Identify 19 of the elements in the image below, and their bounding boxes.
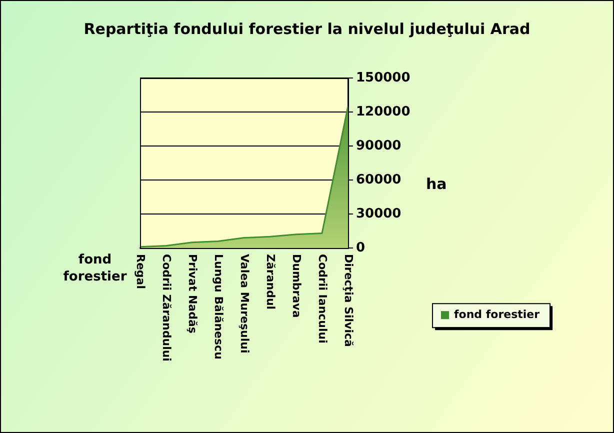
y-tick-label: 60000 <box>356 172 402 188</box>
y-tick-label: 90000 <box>356 138 402 154</box>
y-tick-label: 30000 <box>356 206 402 222</box>
text: fond forestier <box>63 252 127 284</box>
x-tick-label: Regal <box>134 254 148 289</box>
x-tick-label: Codrii Zărandului <box>160 254 174 362</box>
y-tick-label: 0 <box>356 240 366 256</box>
x-tick-label: Privat Nadăş <box>186 254 200 334</box>
x-tick-label: Valea Mureşului <box>238 254 252 354</box>
x-tick-label: Direcţia Silvică <box>342 254 356 347</box>
x-tick-label: Dumbrava <box>290 254 304 318</box>
legend-label: fond forestier <box>454 308 540 321</box>
x-tick-label: Zărandul <box>264 254 278 310</box>
y-tick-label: 120000 <box>356 104 410 120</box>
y-axis-title: ha <box>426 174 447 193</box>
chart-title: Repartiţia fondului forestier la nivelul judeţului Arad <box>84 20 530 38</box>
x-tick-label: Codrii Iancului <box>316 254 330 344</box>
x-tick-label: Lungu Bălănescu <box>212 254 226 360</box>
y-tick-label: 150000 <box>356 70 410 86</box>
